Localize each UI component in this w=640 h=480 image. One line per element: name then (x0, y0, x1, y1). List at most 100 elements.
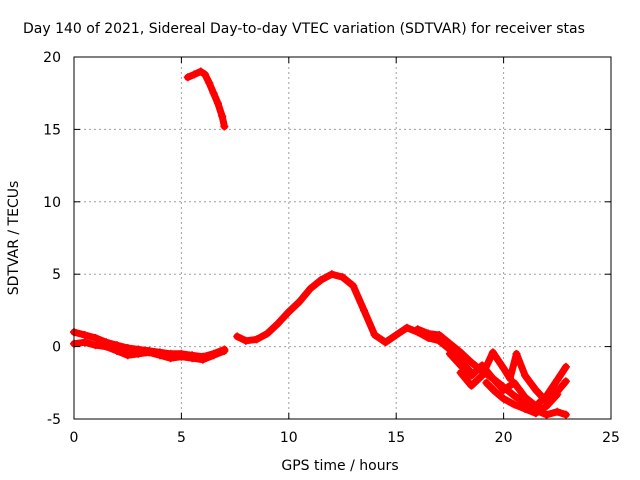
data-point (456, 361, 465, 370)
data-point (209, 351, 218, 360)
data-point (561, 377, 570, 386)
y-tick-label: -5 (47, 412, 61, 428)
data-point (467, 371, 476, 380)
x-tick-label: 15 (387, 430, 405, 446)
data-point (91, 341, 100, 350)
data-point (201, 70, 210, 79)
y-tick-label: 10 (43, 195, 61, 211)
data-point (306, 284, 315, 293)
data-point (478, 371, 487, 380)
data-point (220, 346, 229, 355)
data-point (499, 386, 508, 395)
data-point (198, 355, 207, 364)
data-point (521, 393, 530, 402)
data-point (456, 348, 465, 357)
data-point (274, 319, 283, 328)
data-point (413, 325, 422, 334)
axis-ticks: 0 5 10 15 20 25 -5 0 5 10 15 20 (43, 50, 620, 446)
data-point (220, 122, 229, 131)
plot-frame (73, 56, 612, 420)
data-point (506, 374, 515, 383)
chart-title: Day 140 of 2021, Sidereal Day-to-day VTE… (23, 21, 585, 37)
y-tick-label: 0 (52, 340, 61, 356)
data-point (553, 375, 562, 384)
data-point (123, 351, 132, 360)
data-point (402, 323, 411, 332)
data-point (499, 394, 508, 403)
x-tick-label: 25 (602, 430, 620, 446)
y-tick-label: 15 (43, 122, 61, 138)
y-tick-label: 5 (52, 267, 61, 283)
data-point (183, 73, 192, 82)
data-point (510, 391, 519, 400)
data-point (166, 354, 175, 363)
data-point (531, 386, 540, 395)
data-point (190, 70, 199, 79)
data-point (456, 368, 465, 377)
data-point (338, 273, 347, 282)
data-point (91, 333, 100, 342)
data-point (241, 336, 250, 345)
data-point (445, 349, 454, 358)
data-point (80, 338, 89, 347)
data-point (317, 275, 326, 284)
series-band (482, 379, 561, 417)
data-point (510, 400, 519, 409)
x-tick-label: 10 (280, 430, 298, 446)
data-point (553, 407, 562, 416)
data-point (295, 297, 304, 306)
data-point (381, 338, 390, 347)
data-point (205, 79, 214, 88)
data-point (209, 89, 218, 98)
data-point (510, 378, 519, 387)
data-point (491, 387, 500, 396)
data-point (155, 351, 164, 360)
data-point (123, 344, 132, 353)
x-tick-label: 5 (177, 430, 186, 446)
data-point (80, 331, 89, 340)
y-axis-label: SDTVAR / TECUs (6, 181, 22, 296)
data-point (467, 381, 476, 390)
data-point (370, 331, 379, 340)
data-point (145, 348, 154, 357)
data-point (263, 329, 272, 338)
data-point (112, 346, 121, 355)
series-band (446, 350, 570, 410)
data-point (435, 331, 444, 340)
data-point (392, 331, 401, 340)
data-point (521, 371, 530, 380)
data-point (482, 378, 491, 387)
data-point (445, 339, 454, 348)
data-point (467, 358, 476, 367)
data-point (512, 349, 521, 358)
data-point (424, 329, 433, 338)
data-point (561, 410, 570, 419)
data-point (177, 352, 186, 361)
x-tick-label: 0 (70, 430, 79, 446)
series-sdtvar-early-high (183, 67, 229, 131)
series-sdtvar-branch-b (445, 349, 570, 410)
data-point (553, 390, 562, 399)
x-axis-label: GPS time / hours (281, 458, 398, 474)
data-point (218, 112, 227, 121)
data-point (252, 335, 261, 344)
data-point (196, 67, 205, 76)
data-point (349, 281, 358, 290)
data-series (70, 67, 570, 419)
data-point (542, 410, 551, 419)
data-point (561, 362, 570, 371)
data-point (102, 342, 111, 351)
data-point (213, 99, 222, 108)
series-sdtvar-track-2 (70, 338, 229, 364)
data-point (521, 404, 530, 413)
x-tick-label: 20 (495, 430, 513, 446)
data-point (327, 270, 336, 279)
data-point (134, 349, 143, 358)
data-point (233, 332, 242, 341)
data-point (488, 374, 497, 383)
data-point (531, 409, 540, 418)
data-point (359, 306, 368, 315)
series-sdtvar-branch-d (482, 378, 562, 418)
